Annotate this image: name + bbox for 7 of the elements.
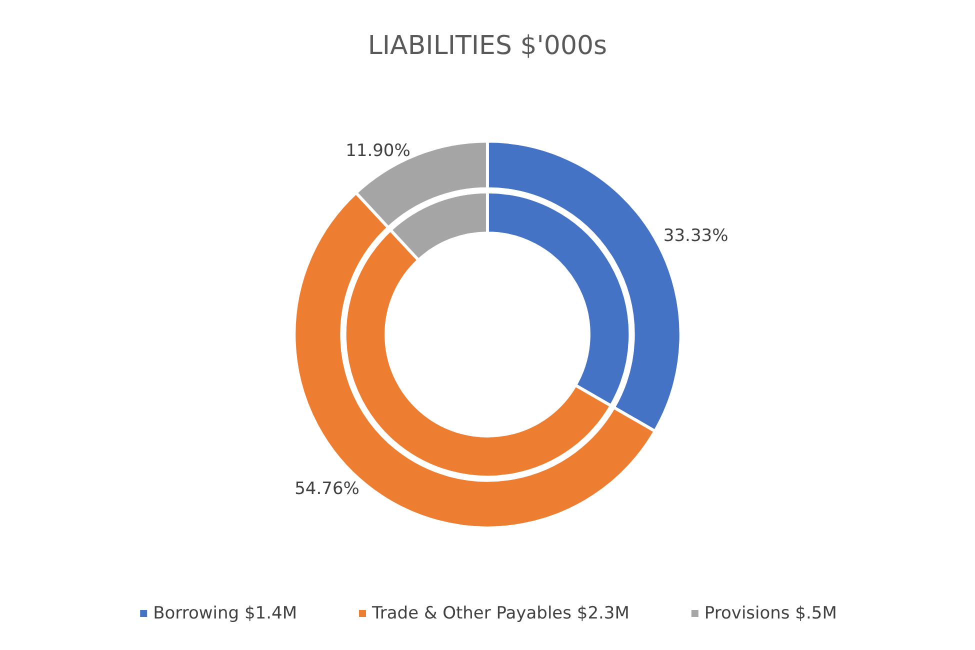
- legend-label: Trade & Other Payables $2.3M: [371, 604, 630, 624]
- data-label: 33.33%: [663, 226, 728, 246]
- data-label: 11.90%: [346, 140, 410, 161]
- chart-title: LIABILITIES $'000s: [368, 31, 608, 61]
- legend-label: Provisions $.5M: [704, 604, 837, 624]
- data-label: 54.76%: [294, 478, 360, 499]
- legend-label: Borrowing $1.4M: [153, 604, 298, 624]
